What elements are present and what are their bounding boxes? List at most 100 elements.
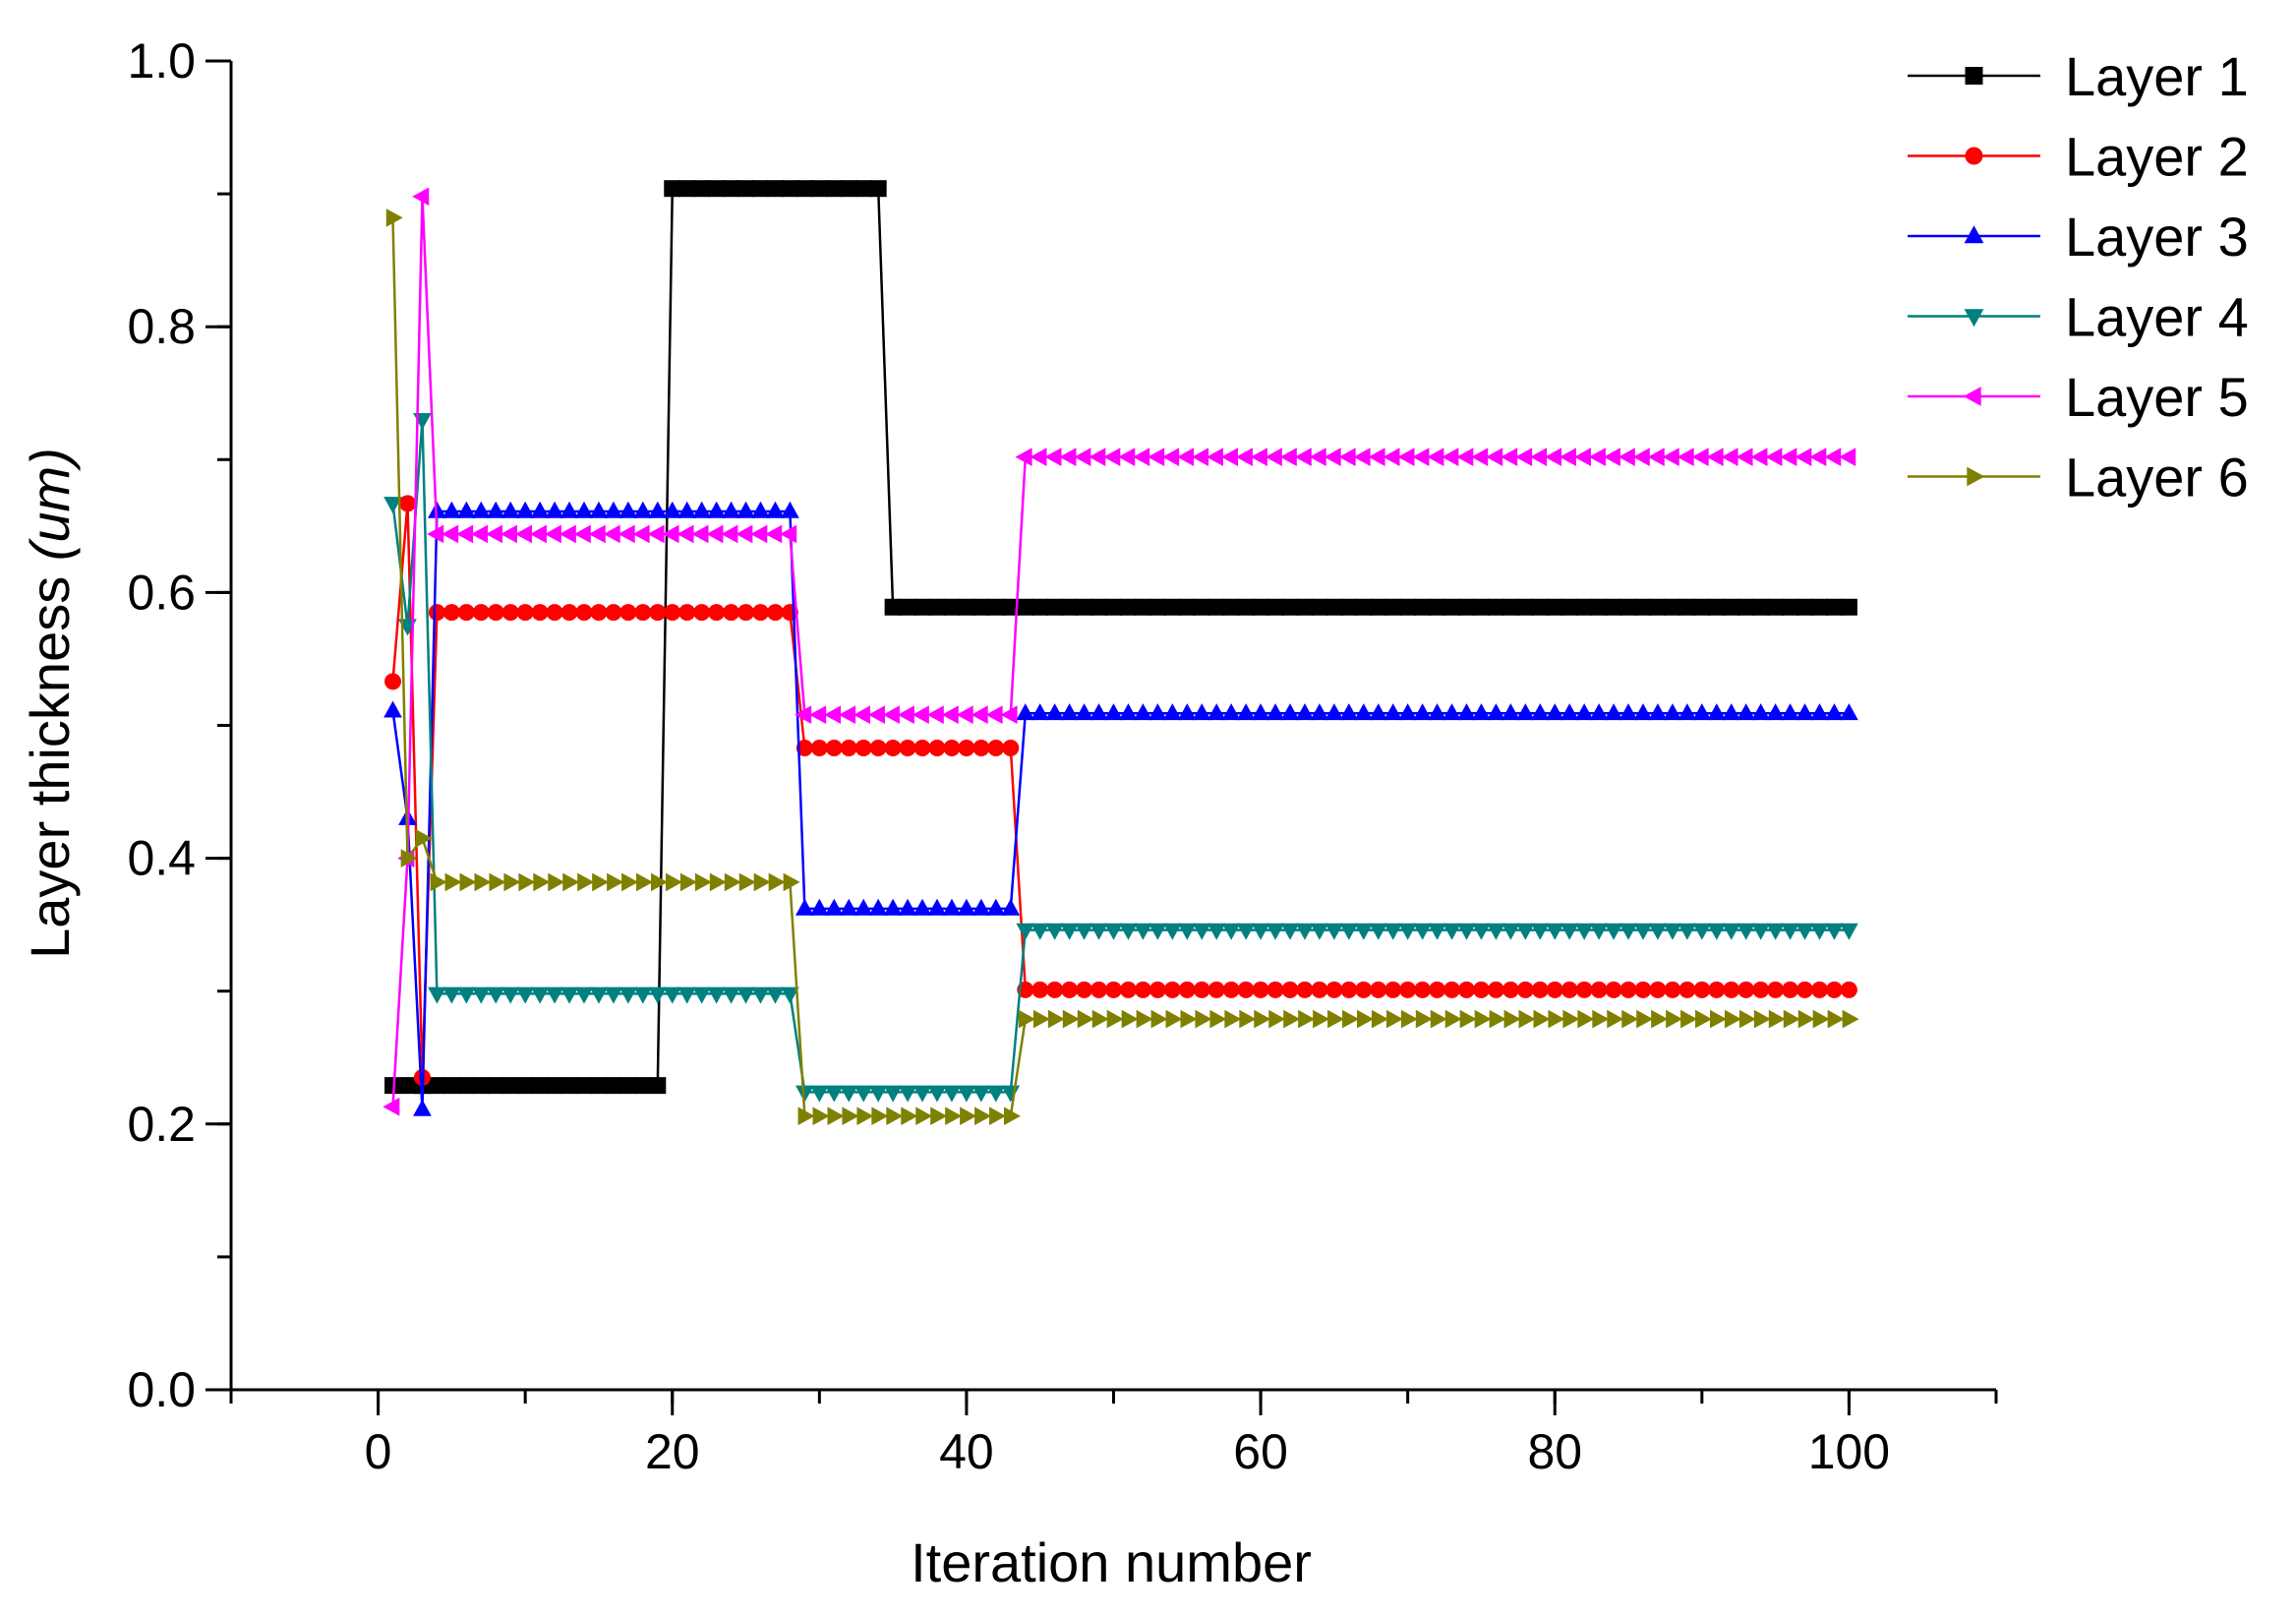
data-point [427,524,444,544]
data-point [1692,923,1712,940]
data-point [1032,1009,1050,1029]
data-point [1648,923,1668,940]
data-point [1796,981,1814,998]
data-point [1501,981,1519,998]
data-point [1840,923,1858,940]
data-point [1398,923,1418,940]
data-point [1415,1009,1433,1029]
data-point [413,412,432,430]
data-point [1515,923,1535,940]
data-point [810,739,828,756]
data-point [530,501,550,518]
data-point [1443,981,1461,998]
data-point [957,898,976,916]
legend-marker [1965,147,1983,165]
data-point [927,898,947,916]
data-point [706,524,724,544]
data-point [546,1077,563,1095]
data-point [721,524,738,544]
data-point [1429,981,1446,998]
data-point [827,1107,845,1126]
data-point [1003,1107,1021,1126]
data-point [1428,703,1446,721]
data-point [941,705,959,725]
data-point [559,501,579,518]
data-point [1371,1009,1388,1029]
data-point [1444,1009,1462,1029]
data-point [1632,448,1650,466]
data-point [634,1077,652,1095]
data-point [854,1085,873,1103]
data-point [723,604,740,622]
data-point [1104,923,1123,940]
data-point [1723,981,1740,998]
legend-marker [1964,309,1984,328]
data-point [1737,703,1756,721]
data-point [1811,981,1828,998]
data-point [898,1085,917,1103]
data-point [1780,448,1797,466]
data-point [562,872,580,892]
data-point [1136,1009,1153,1029]
data-point [1636,1009,1654,1029]
data-point [1503,1009,1521,1029]
data-point [783,872,800,892]
data-point [546,604,563,622]
data-point [1737,923,1756,940]
data-point [1649,981,1667,998]
data-point [766,987,785,1004]
data-point [486,501,505,518]
y-tick-label: 0.6 [127,565,196,620]
data-point [797,1107,815,1126]
y-tick-label: 0.0 [127,1362,196,1417]
data-point [1118,448,1136,466]
data-point [956,705,973,725]
data-point [1309,448,1326,466]
data-point [574,501,594,518]
data-point [1515,703,1535,721]
data-point [619,604,637,622]
data-point [592,872,610,892]
data-point [1030,703,1050,721]
data-point [1472,703,1491,721]
data-point [500,524,518,544]
data-point [1016,703,1035,721]
data-point [514,524,532,544]
data-point [1619,923,1638,940]
data-point [985,705,1003,725]
data-point [989,1107,1007,1126]
data-point [1560,923,1579,940]
data-point [1414,981,1432,998]
data-point [1220,448,1238,466]
data-point [692,501,712,518]
data-point [545,501,564,518]
data-point [1827,1009,1845,1029]
legend-marker [1965,67,1983,85]
y-axis-title-unit: (um) [19,448,81,561]
data-point [1250,448,1267,466]
data-point [839,1085,858,1103]
series-line-layer-4 [391,419,1850,1094]
data-point [604,987,623,1004]
data-point [1574,923,1594,940]
data-point [1501,923,1520,940]
data-point [662,524,679,544]
data-point [1693,981,1711,998]
data-point [415,828,433,848]
data-point [648,987,668,1004]
data-point [1442,448,1459,466]
data-point [1354,703,1374,721]
data-point [649,1077,667,1095]
data-point [751,987,770,1004]
data-point [1825,981,1843,998]
data-point [781,987,799,1004]
data-point [927,1085,947,1103]
data-point [1192,923,1211,940]
data-point [708,604,726,622]
data-point [1385,1009,1403,1029]
data-point [1061,981,1079,998]
data-point [1809,448,1827,466]
data-point [882,705,900,725]
data-point [1298,1009,1316,1029]
data-point [810,180,828,198]
